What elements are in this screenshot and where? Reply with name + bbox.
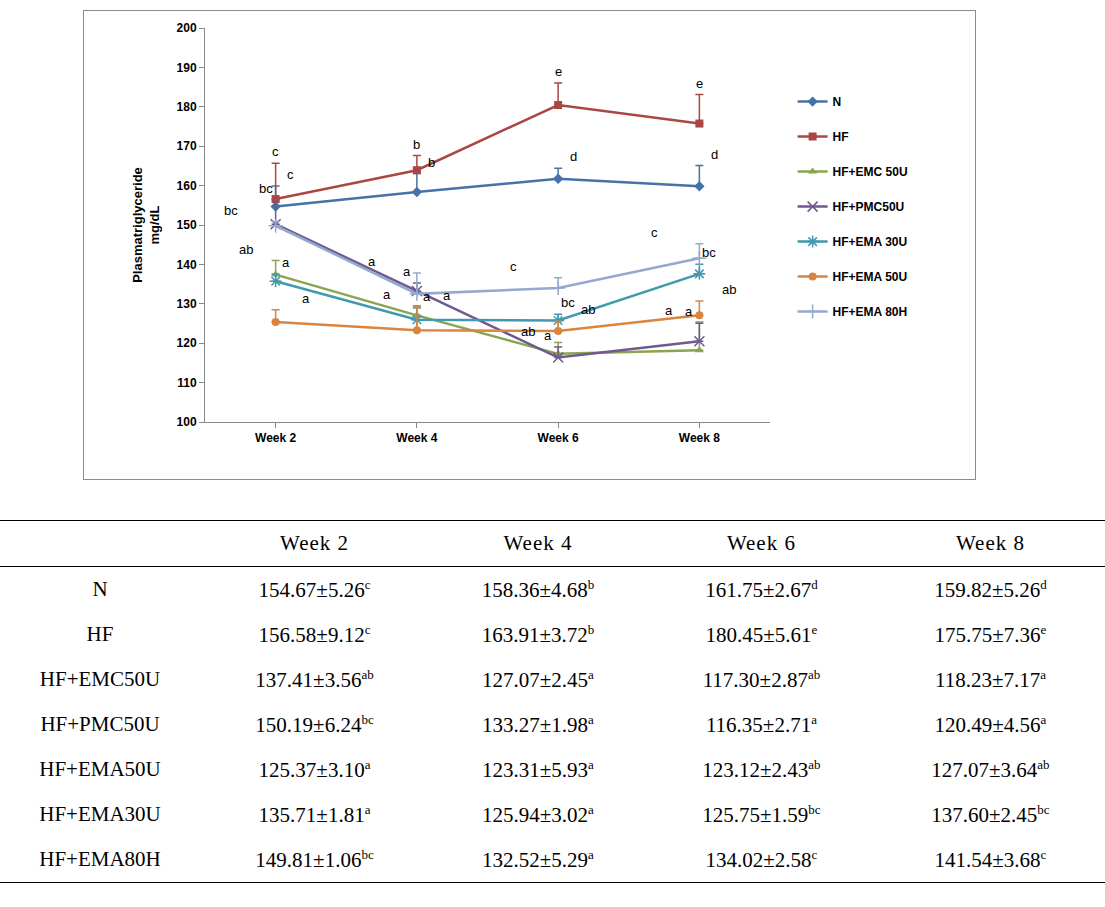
html-text:HF+PMC50U: HF+PMC50U (40, 712, 160, 736)
svg-text:Plasmatriglyceridemg/dL: Plasmatriglyceridemg/dL (130, 167, 162, 283)
svg-text:190: 190 (177, 61, 197, 75)
svg-text:c: c (272, 144, 279, 159)
svg-text:bc: bc (259, 181, 273, 196)
svg-text:a: a (368, 254, 376, 269)
html-text:161.75±2.67d: 161.75±2.67d (705, 576, 818, 602)
svg-text:a: a (423, 289, 431, 304)
svg-text:d: d (711, 147, 718, 162)
html-text:Week 6: Week 6 (726, 531, 796, 555)
svg-text:a: a (443, 288, 451, 303)
svg-text:d: d (570, 149, 577, 164)
html-text:132.52±5.29a: 132.52±5.29a (482, 846, 594, 872)
html-text:N: N (92, 577, 108, 601)
html-text:118.23±7.17a: 118.23±7.17a (935, 666, 1046, 692)
html-text:150.19±6.24bc: 150.19±6.24bc (255, 711, 374, 737)
html-text:123.12±2.43ab: 123.12±2.43ab (702, 756, 821, 782)
svg-text:e: e (696, 76, 703, 91)
html-text:116.35±2.71a: 116.35±2.71a (705, 711, 817, 737)
html-text:134.02±2.58c: 134.02±2.58c (705, 846, 818, 872)
html-text:HF+EMC50U: HF+EMC50U (39, 667, 161, 691)
html-text:HF+EMA80H: HF+EMA80H (39, 847, 161, 871)
html-text:117.30±2.87ab: 117.30±2.87ab (702, 666, 821, 692)
svg-text:HF+EMC 50U: HF+EMC 50U (833, 165, 908, 179)
html-text:154.67±5.26c: 154.67±5.26c (258, 576, 371, 602)
svg-text:130: 130 (177, 297, 197, 311)
html-text:125.37±3.10a: 125.37±3.10a (258, 756, 371, 782)
svg-text:a: a (685, 304, 693, 319)
svg-text:160: 160 (177, 179, 197, 193)
svg-text:HF+EMA 50U: HF+EMA 50U (833, 270, 908, 284)
html-text:133.27±1.98a: 133.27±1.98a (482, 711, 594, 737)
svg-text:ab: ab (722, 282, 736, 297)
svg-text:ab: ab (581, 302, 595, 317)
html-text:127.07±3.64ab: 127.07±3.64ab (931, 756, 1050, 782)
html-text:158.36±4.68b: 158.36±4.68b (481, 576, 595, 602)
svg-text:N: N (833, 95, 842, 109)
svg-text:HF+PMC50U: HF+PMC50U (833, 200, 905, 214)
svg-text:110: 110 (177, 376, 197, 390)
svg-text:HF+EMA 30U: HF+EMA 30U (833, 235, 908, 249)
svg-text:ab: ab (239, 242, 253, 257)
svg-text:HF+EMA 80H: HF+EMA 80H (833, 305, 908, 319)
svg-text:a: a (544, 328, 552, 343)
svg-text:200: 200 (177, 21, 197, 35)
html-text:159.82±5.26d: 159.82±5.26d (934, 576, 1047, 602)
svg-text:ab: ab (521, 324, 535, 339)
svg-text:Week 4: Week 4 (396, 431, 437, 445)
svg-text:Week 6: Week 6 (538, 431, 579, 445)
html-text:123.31±5.93a: 123.31±5.93a (482, 756, 594, 782)
html-text:Week 8: Week 8 (956, 531, 1025, 555)
html-text:HF+EMA50U: HF+EMA50U (39, 757, 161, 781)
svg-text:120: 120 (177, 336, 197, 350)
svg-text:a: a (302, 291, 310, 306)
svg-text:b: b (413, 137, 420, 152)
svg-text:140: 140 (177, 258, 197, 272)
svg-text:b: b (428, 155, 435, 170)
html-text:120.49±4.56a: 120.49±4.56a (934, 711, 1047, 737)
svg-text:a: a (383, 287, 391, 302)
html-text:125.94±3.02a: 125.94±3.02a (482, 801, 594, 827)
html-text:156.58±9.12c: 156.58±9.12c (258, 621, 371, 647)
svg-text:a: a (665, 303, 673, 318)
html-text:HF+EMA30U: HF+EMA30U (39, 802, 161, 826)
svg-text:Week 2: Week 2 (255, 431, 296, 445)
html-text:137.60±2.45bc: 137.60±2.45bc (931, 801, 1050, 827)
svg-text:150: 150 (177, 218, 197, 232)
svg-text:bc: bc (561, 295, 575, 310)
html-text:Week 4: Week 4 (503, 531, 573, 555)
html-text:137.41±3.56ab: 137.41±3.56ab (255, 666, 374, 692)
svg-text:e: e (555, 64, 562, 79)
svg-text:HF: HF (833, 130, 849, 144)
svg-text:a: a (282, 255, 290, 270)
svg-text:bc: bc (702, 245, 716, 260)
html-text:141.54±3.68c: 141.54±3.68c (934, 846, 1047, 872)
html-text:149.81±1.06bc: 149.81±1.06bc (255, 846, 374, 872)
svg-text:170: 170 (177, 139, 197, 153)
html-text:135.71±1.81a: 135.71±1.81a (258, 801, 371, 827)
svg-text:c: c (651, 225, 658, 240)
html-text:127.07±2.45a: 127.07±2.45a (482, 666, 594, 692)
html-text:Week 2: Week 2 (280, 531, 349, 555)
svg-text:c: c (287, 167, 294, 182)
html-text:125.75±1.59bc: 125.75±1.59bc (702, 801, 821, 827)
svg-text:Week 8: Week 8 (679, 431, 720, 445)
html-text:180.45±5.61e: 180.45±5.61e (705, 621, 818, 647)
html-text:175.75±7.36e: 175.75±7.36e (934, 621, 1047, 647)
html-text:163.91±3.72b: 163.91±3.72b (481, 621, 595, 647)
svg-text:a: a (403, 264, 411, 279)
svg-text:bc: bc (224, 203, 238, 218)
svg-text:c: c (510, 259, 517, 274)
svg-text:100: 100 (177, 415, 197, 429)
svg-text:180: 180 (177, 100, 197, 114)
html-text:HF: HF (86, 622, 114, 646)
